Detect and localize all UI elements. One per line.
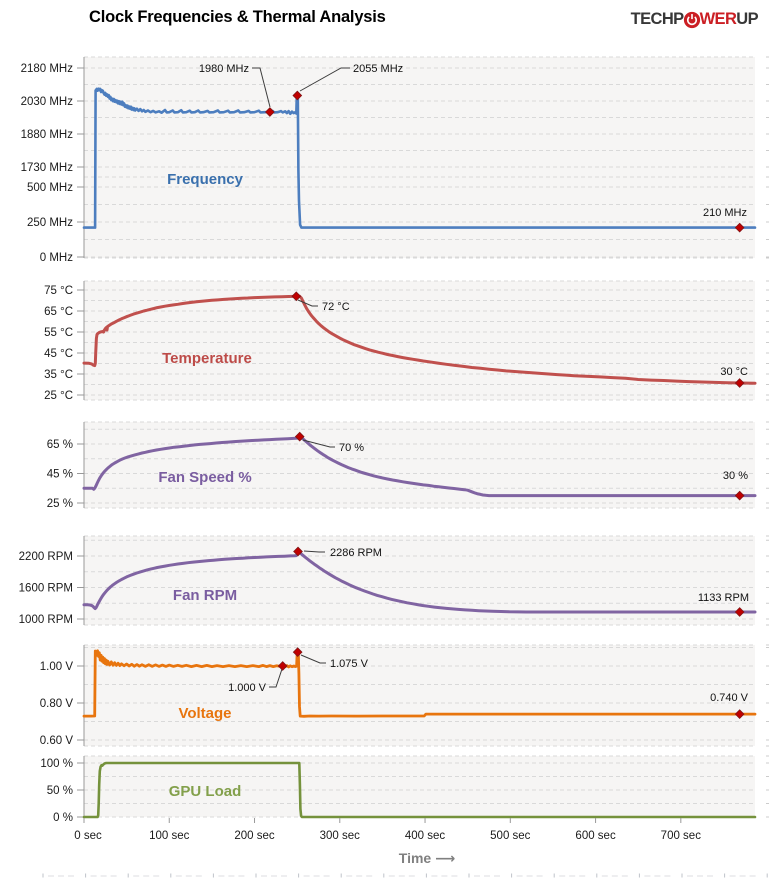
plot-area bbox=[84, 756, 755, 817]
marker-diamond bbox=[734, 222, 745, 233]
series-line bbox=[82, 294, 757, 385]
x-tick-label: 0 sec bbox=[74, 830, 102, 842]
annotation-leader bbox=[299, 67, 350, 92]
y-tick-label: 2200 RPM bbox=[19, 551, 73, 563]
y-tick-label: 1880 MHz bbox=[21, 129, 74, 141]
series-label: Fan RPM bbox=[173, 587, 237, 604]
marker-diamond bbox=[292, 90, 303, 101]
y-tick-label: 35 °C bbox=[44, 369, 73, 381]
annotation-label: 1.075 V bbox=[330, 658, 369, 670]
y-tick-label: 55 °C bbox=[44, 327, 73, 339]
y-tick-label: 25 °C bbox=[44, 390, 73, 402]
x-tick-label: 200 sec bbox=[234, 830, 275, 842]
annotation-label: 2286 RPM bbox=[330, 547, 382, 559]
y-tick-label: 0 MHz bbox=[40, 252, 73, 264]
bottom-separator bbox=[42, 873, 768, 878]
panel-fan-speed-percent: 65 % 45 % 25 % Fan Speed % 70 % 30 % bbox=[47, 421, 769, 510]
marker-diamond bbox=[294, 431, 305, 442]
series-label: GPU Load bbox=[169, 783, 242, 800]
panel-gpu-load: 100 % 50 % 0 % GPU Load bbox=[40, 755, 769, 824]
marker-diamond bbox=[734, 378, 745, 388]
y-tick-label: 45 °C bbox=[44, 348, 73, 360]
marker-diamond bbox=[291, 291, 302, 302]
x-tick-label: 600 sec bbox=[575, 830, 616, 842]
page-title: Clock Frequencies & Thermal Analysis bbox=[89, 8, 386, 26]
y-tick-label: 25 % bbox=[47, 498, 73, 510]
marker-diamond bbox=[734, 490, 745, 501]
y-tick-label: 50 % bbox=[47, 785, 73, 797]
x-axis: 0 sec 100 sec 200 sec 300 sec 400 sec 500 sec… bbox=[74, 818, 701, 866]
series-label: Frequency bbox=[167, 171, 244, 188]
panel-frequency: 2180 MHz 2030 MHz 1880 MHz 1730 MHz 500 MHz 2… bbox=[21, 56, 769, 264]
annotation-label: 1.000 V bbox=[228, 682, 267, 694]
series-label: Temperature bbox=[162, 350, 252, 367]
y-tick-label: 0 % bbox=[53, 812, 73, 824]
annotation-label: 2055 MHz bbox=[353, 63, 403, 75]
annotation-leader bbox=[252, 67, 271, 108]
y-tick-label: 1.00 V bbox=[40, 661, 74, 673]
marker-diamond bbox=[292, 647, 303, 657]
plot-area bbox=[84, 281, 755, 400]
x-tick-label: 100 sec bbox=[149, 830, 190, 842]
panel-temperature: 75 °C 65 °C 55 °C 45 °C 35 °C 25 °C Temperatur… bbox=[44, 280, 769, 402]
marker-diamond bbox=[734, 709, 745, 719]
annotation-label: 1133 RPM bbox=[698, 592, 749, 604]
plot-area bbox=[84, 57, 755, 258]
y-tick-label: 100 % bbox=[40, 758, 73, 770]
y-tick-label: 1730 MHz bbox=[21, 162, 74, 174]
y-tick-label: 250 MHz bbox=[27, 217, 73, 229]
marker-diamond bbox=[293, 546, 303, 557]
y-tick-label: 65 % bbox=[47, 439, 73, 451]
annotation-label: 0.740 V bbox=[710, 692, 749, 704]
plot-area bbox=[84, 645, 755, 746]
annotation-leader bbox=[302, 439, 335, 448]
marker-diamond bbox=[265, 107, 275, 117]
y-tick-label: 75 °C bbox=[44, 285, 73, 297]
y-tick-label: 1000 RPM bbox=[19, 614, 73, 626]
annotation-leader bbox=[269, 668, 283, 688]
annotation-label: 72 °C bbox=[322, 301, 350, 313]
y-tick-label: 2180 MHz bbox=[21, 63, 74, 75]
plot-area bbox=[84, 422, 755, 508]
x-tick-label: 700 sec bbox=[661, 830, 702, 842]
y-tick-label: 2030 MHz bbox=[21, 96, 74, 108]
annotation-label: 70 % bbox=[339, 442, 364, 454]
logo-text-wer: WER bbox=[699, 10, 737, 28]
panel-fan-rpm: 2200 RPM 1600 RPM 1000 RPM Fan RPM 2286 RPM 1… bbox=[19, 535, 769, 626]
x-tick-label: 500 sec bbox=[490, 830, 531, 842]
y-tick-label: 45 % bbox=[47, 469, 73, 481]
series-label: Voltage bbox=[178, 705, 231, 722]
panel-voltage: 1.00 V 0.80 V 0.60 V Voltage 1.000 V 1.075 V 0… bbox=[40, 644, 769, 747]
marker-diamond bbox=[734, 607, 745, 617]
logo-text-techp: TECHP bbox=[630, 10, 685, 28]
y-tick-label: 0.60 V bbox=[40, 735, 74, 747]
techpowerup-logo: TECHP WER UP bbox=[630, 10, 759, 29]
annotation-label: 1980 MHz bbox=[199, 63, 249, 75]
time-axis-title: Time ⟶ bbox=[399, 850, 455, 866]
y-tick-label: 65 °C bbox=[44, 306, 73, 318]
y-tick-label: 500 MHz bbox=[27, 182, 73, 194]
annotation-leader bbox=[300, 654, 326, 664]
marker-diamond bbox=[277, 661, 288, 671]
y-tick-label: 0.80 V bbox=[40, 698, 74, 710]
series-label: Fan Speed % bbox=[158, 469, 251, 486]
series-line bbox=[82, 761, 757, 819]
annotation-leader bbox=[297, 299, 318, 307]
annotation-leader bbox=[303, 550, 325, 553]
annotation-label: 210 MHz bbox=[703, 207, 747, 219]
power-icon bbox=[683, 11, 700, 28]
series-line bbox=[82, 550, 757, 614]
annotation-label: 30 % bbox=[723, 470, 748, 482]
annotation-label: 30 °C bbox=[720, 366, 748, 378]
x-tick-label: 300 sec bbox=[320, 830, 361, 842]
y-tick-label: 1600 RPM bbox=[19, 583, 73, 595]
x-tick-label: 400 sec bbox=[405, 830, 446, 842]
plot-area bbox=[84, 536, 755, 625]
logo-text-up: UP bbox=[736, 10, 758, 28]
